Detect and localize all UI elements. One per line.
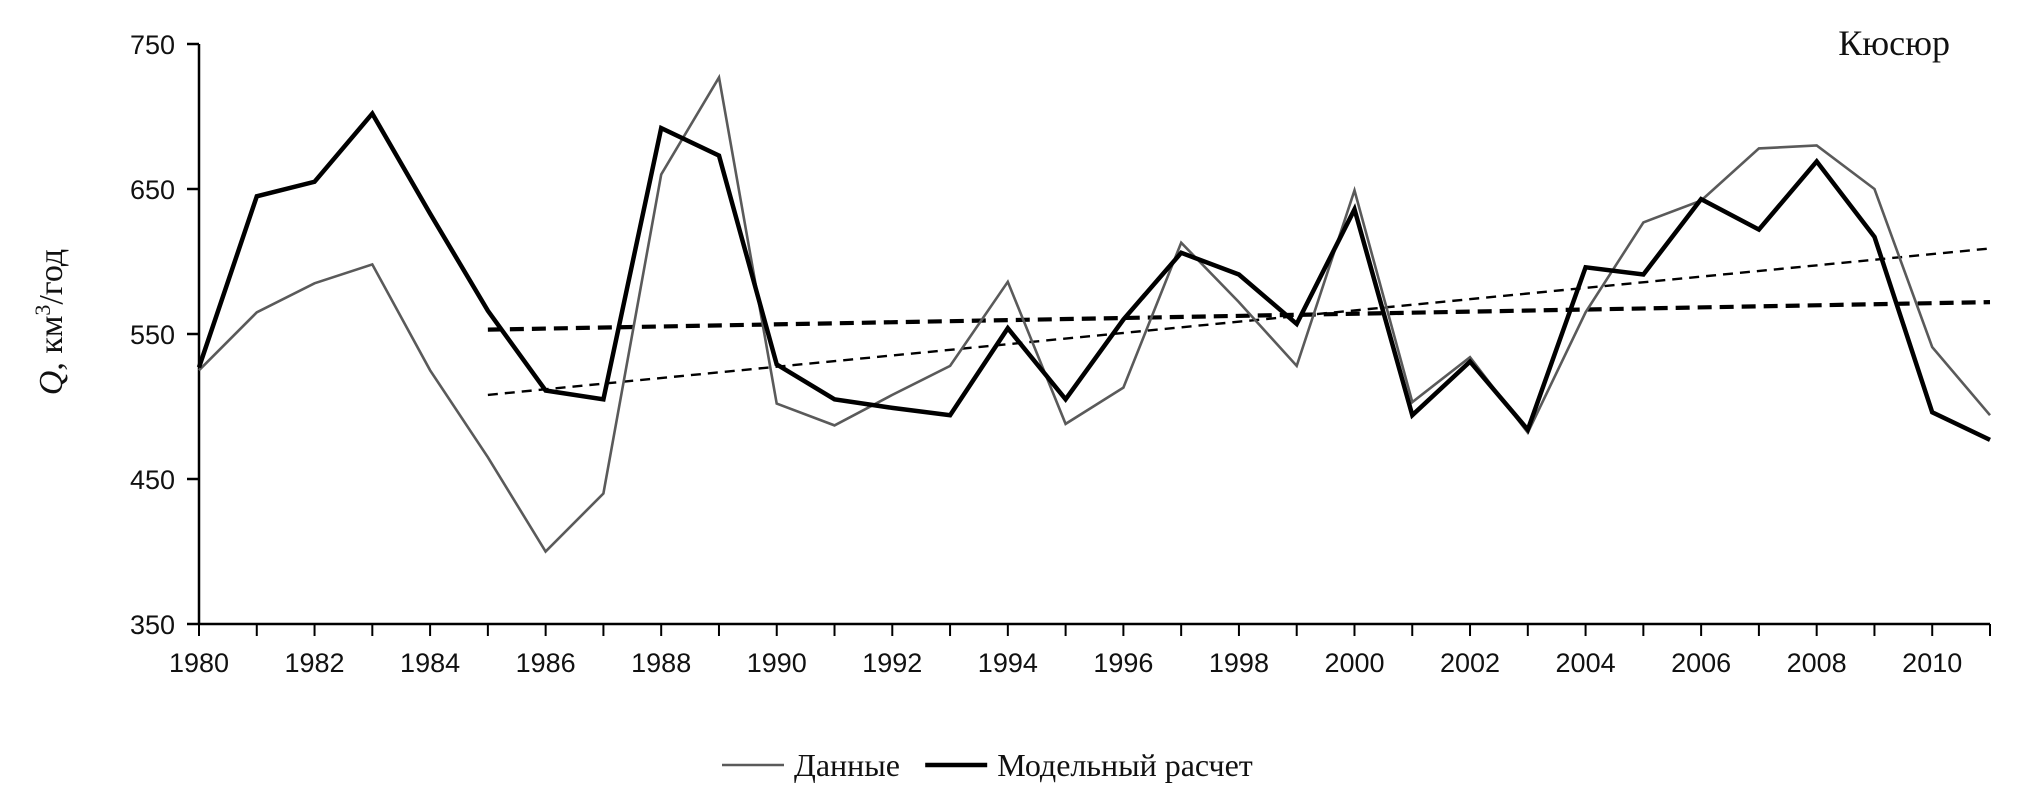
y-tick-label: 550 bbox=[130, 320, 175, 350]
y-tick-label: 650 bbox=[130, 175, 175, 205]
x-tick-label: 1990 bbox=[747, 648, 807, 678]
trend-line bbox=[487, 300, 1991, 332]
x-tick-label: 2010 bbox=[1902, 648, 1962, 678]
x-tick-label: 1984 bbox=[400, 648, 460, 678]
x-tick-label: 1998 bbox=[1209, 648, 1269, 678]
legend-label: Модельный расчет bbox=[997, 747, 1253, 783]
y-axis-label-rest: , км bbox=[33, 316, 70, 371]
trend-lines bbox=[487, 247, 1991, 397]
series-line bbox=[198, 73, 1991, 554]
legend-label: Данные bbox=[794, 747, 900, 783]
x-tick-label: 2004 bbox=[1556, 648, 1616, 678]
x-tick-label: 1988 bbox=[631, 648, 691, 678]
x-tick-label: 2008 bbox=[1787, 648, 1847, 678]
y-tick-label: 350 bbox=[130, 610, 175, 640]
x-tick-label: 1992 bbox=[862, 648, 922, 678]
series-lines bbox=[196, 73, 1991, 554]
x-tick-label: 2002 bbox=[1440, 648, 1500, 678]
y-axis-label: Q, км3/год bbox=[30, 249, 71, 395]
chart-title: Кюсюр bbox=[1838, 23, 1950, 63]
x-tick-label: 1986 bbox=[516, 648, 576, 678]
x-tick-label: 1980 bbox=[169, 648, 229, 678]
x-tick-label: 2000 bbox=[1324, 648, 1384, 678]
y-tick-label: 450 bbox=[130, 465, 175, 495]
axes: 350 450 550 650 750 1980 1982 1984 1986 1988 1990 1… bbox=[130, 30, 1991, 678]
y-axis-label-symbol: Q bbox=[33, 371, 70, 396]
legend: Данные Модельный расчет bbox=[722, 747, 1253, 783]
x-tick-label: 1982 bbox=[285, 648, 345, 678]
x-tick-label: 2006 bbox=[1671, 648, 1731, 678]
y-axis-label-sup: 3 bbox=[30, 305, 55, 316]
y-tick-label: 750 bbox=[130, 30, 175, 60]
x-tick-label: 1996 bbox=[1093, 648, 1153, 678]
y-axis-label-unit: /год bbox=[33, 249, 70, 305]
x-tick-label: 1994 bbox=[978, 648, 1038, 678]
series-line bbox=[196, 109, 1991, 442]
trend-line bbox=[487, 247, 1991, 397]
